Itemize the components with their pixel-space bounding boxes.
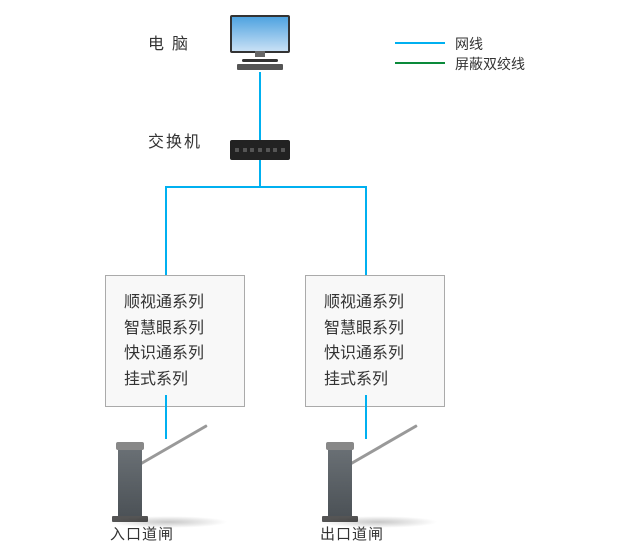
cable-pc-switch [259, 72, 261, 140]
left-device-box: 顺视通系列 智慧眼系列 快识通系列 挂式系列 [105, 275, 245, 407]
cable-switch-down [259, 160, 261, 186]
right-device-line: 挂式系列 [324, 367, 426, 393]
switch-label: 交换机 [148, 128, 202, 152]
cable-hsplit [165, 186, 365, 188]
left-device-line: 快识通系列 [124, 341, 226, 367]
left-device-line: 挂式系列 [124, 367, 226, 393]
legend-line-shielded [395, 62, 445, 64]
legend-net: 网线 [455, 34, 483, 54]
left-device-line: 顺视通系列 [124, 290, 226, 316]
right-device-line: 快识通系列 [324, 341, 426, 367]
left-device-line: 智慧眼系列 [124, 316, 226, 342]
entry-gate-icon [108, 428, 228, 518]
entry-gate-label: 入口道闸 [110, 523, 174, 544]
right-device-box: 顺视通系列 智慧眼系列 快识通系列 挂式系列 [305, 275, 445, 407]
exit-gate-label: 出口道闸 [320, 523, 384, 544]
cable-right-down [365, 186, 367, 275]
legend-shielded: 屏蔽双绞线 [455, 54, 525, 74]
switch-icon [230, 140, 290, 160]
computer-label: 电 脑 [148, 30, 190, 54]
right-device-line: 顺视通系列 [324, 290, 426, 316]
computer-icon [225, 15, 295, 70]
legend-line-net [395, 42, 445, 44]
right-device-line: 智慧眼系列 [324, 316, 426, 342]
cable-left-down [165, 186, 167, 275]
exit-gate-icon [318, 428, 438, 518]
